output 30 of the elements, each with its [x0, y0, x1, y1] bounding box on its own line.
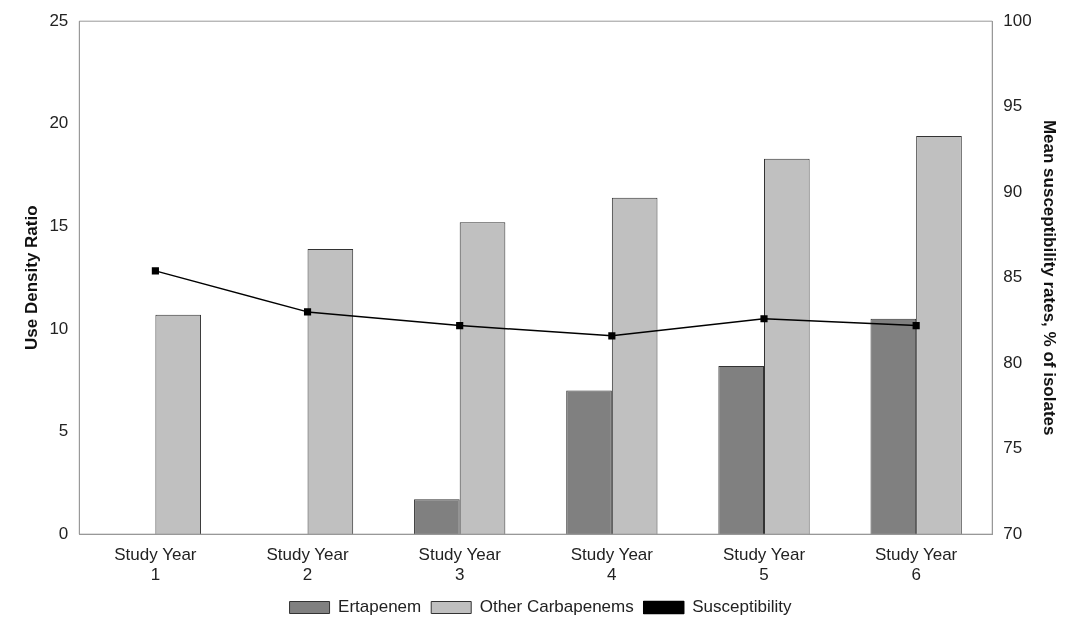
y2-tick-label: 85	[1003, 267, 1023, 287]
point	[303, 308, 312, 316]
y2-tick-label: 80	[1003, 352, 1023, 372]
point	[456, 322, 464, 330]
x-tick-label: Study Year 6	[875, 545, 958, 585]
x-tick-label: Study Year 1	[114, 545, 197, 585]
y-tick-label: 5	[58, 421, 69, 441]
x-tick-label: Study Year 3	[418, 545, 502, 585]
y-tick-label: 15	[49, 216, 69, 236]
legend-label: Susceptibility	[692, 597, 792, 617]
y2-tick-label: 90	[1003, 181, 1023, 201]
y2-tick-label: 70	[1003, 523, 1023, 543]
y-tick-label: 20	[49, 113, 69, 133]
point	[760, 315, 768, 323]
x-tick-label: Study Year 2	[266, 545, 349, 585]
y2-tick-label: 75	[1003, 438, 1023, 458]
y2-axis-title: Mean susceptibility rates, % of isolates	[1040, 119, 1060, 436]
point	[912, 322, 920, 330]
legend-label: Ertapenem	[338, 597, 422, 617]
y-tick-label: 0	[58, 523, 69, 543]
y2-tick-label: 100	[1003, 10, 1032, 30]
y-tick-label: 25	[49, 10, 69, 30]
y-axis-title: Use Density Ratio	[21, 205, 41, 350]
point	[608, 332, 616, 340]
legend-label: Other Carbapenems	[479, 597, 634, 617]
y2-tick-label: 95	[1003, 96, 1023, 116]
x-tick-label: Study Year 5	[722, 545, 806, 585]
y-tick-label: 10	[49, 318, 69, 338]
point	[151, 267, 159, 275]
x-tick-label: Study Year 4	[570, 545, 654, 585]
